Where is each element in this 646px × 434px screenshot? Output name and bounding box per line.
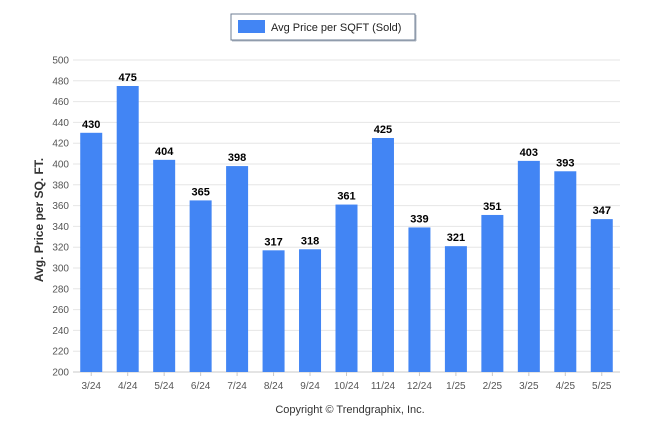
y-tick-label: 320 bbox=[52, 243, 69, 254]
bar bbox=[153, 159, 176, 372]
x-tick-label: 10/24 bbox=[334, 381, 359, 392]
legend: Avg Price per SQFT (Sold) bbox=[230, 13, 417, 42]
data-label: 425 bbox=[374, 124, 392, 136]
data-label: 404 bbox=[155, 146, 174, 158]
x-tick-label: 4/25 bbox=[556, 381, 576, 392]
bar bbox=[116, 86, 139, 372]
data-label: 475 bbox=[119, 72, 137, 84]
x-tick-label: 4/24 bbox=[118, 381, 138, 392]
y-tick-label: 440 bbox=[52, 118, 69, 129]
data-label: 317 bbox=[264, 236, 282, 248]
bar bbox=[444, 246, 467, 372]
y-tick-label: 420 bbox=[52, 139, 69, 150]
bar bbox=[481, 214, 504, 372]
x-tick-label: 5/24 bbox=[154, 381, 174, 392]
copyright-text: Copyright © Trendgraphix, Inc. bbox=[275, 404, 424, 416]
data-label: 351 bbox=[483, 201, 501, 213]
x-tick-label: 9/24 bbox=[300, 381, 320, 392]
y-tick-label: 500 bbox=[52, 56, 69, 67]
x-tick-label: 2/25 bbox=[483, 381, 503, 392]
x-tick-label: 3/25 bbox=[519, 381, 539, 392]
bar bbox=[189, 200, 212, 372]
x-tick-label: 5/25 bbox=[592, 381, 612, 392]
y-tick-label: 260 bbox=[52, 305, 69, 316]
data-label: 321 bbox=[447, 232, 465, 244]
data-label: 361 bbox=[337, 191, 355, 203]
x-tick-label: 8/24 bbox=[264, 381, 284, 392]
y-tick-label: 200 bbox=[52, 368, 69, 379]
bar bbox=[80, 132, 103, 372]
data-label: 393 bbox=[556, 157, 574, 169]
data-label: 403 bbox=[520, 147, 538, 159]
y-tick-label: 300 bbox=[52, 264, 69, 275]
bar bbox=[299, 249, 322, 372]
y-tick-label: 400 bbox=[52, 160, 69, 171]
y-tick-label: 240 bbox=[52, 326, 69, 337]
legend-swatch bbox=[238, 20, 265, 33]
x-axis-ticks: 3/24 4/24 5/24 6/24 7/24 8/24 9/24 10/24 11/24 12… bbox=[81, 372, 612, 392]
legend-label: Avg Price per SQFT (Sold) bbox=[271, 22, 401, 34]
y-tick-label: 380 bbox=[52, 180, 69, 191]
x-tick-label: 6/24 bbox=[191, 381, 211, 392]
bar bbox=[554, 171, 577, 372]
bar bbox=[335, 204, 358, 372]
data-label: 365 bbox=[191, 186, 209, 198]
x-tick-label: 7/24 bbox=[227, 381, 247, 392]
bar bbox=[371, 138, 394, 372]
x-tick-label: 1/25 bbox=[446, 381, 466, 392]
bar bbox=[226, 166, 249, 372]
data-label: 347 bbox=[593, 205, 611, 217]
y-tick-label: 280 bbox=[52, 284, 69, 295]
y-tick-label: 360 bbox=[52, 201, 69, 212]
y-tick-label: 220 bbox=[52, 347, 69, 358]
bar bbox=[517, 160, 540, 372]
data-label: 339 bbox=[410, 213, 428, 225]
data-label: 398 bbox=[228, 152, 246, 164]
bar bbox=[408, 227, 431, 372]
x-tick-label: 3/24 bbox=[81, 381, 101, 392]
y-axis-ticks: 200 220 240 260 280 300 320 340 360 380 400 420 440 4… bbox=[52, 56, 69, 379]
bars bbox=[80, 86, 613, 372]
y-axis-label: Avg. Price per SQ. FT. bbox=[32, 158, 46, 282]
bar bbox=[262, 250, 285, 372]
bar bbox=[590, 219, 613, 372]
data-labels: 430 475 404 365 398 317 318 361 425 339 321 351 403 3… bbox=[82, 72, 611, 248]
y-tick-label: 340 bbox=[52, 222, 69, 233]
x-tick-label: 11/24 bbox=[371, 381, 396, 392]
data-label: 318 bbox=[301, 235, 319, 247]
x-tick-label: 12/24 bbox=[407, 381, 432, 392]
data-label: 430 bbox=[82, 119, 100, 131]
y-tick-label: 480 bbox=[52, 76, 69, 87]
y-tick-label: 460 bbox=[52, 97, 69, 108]
